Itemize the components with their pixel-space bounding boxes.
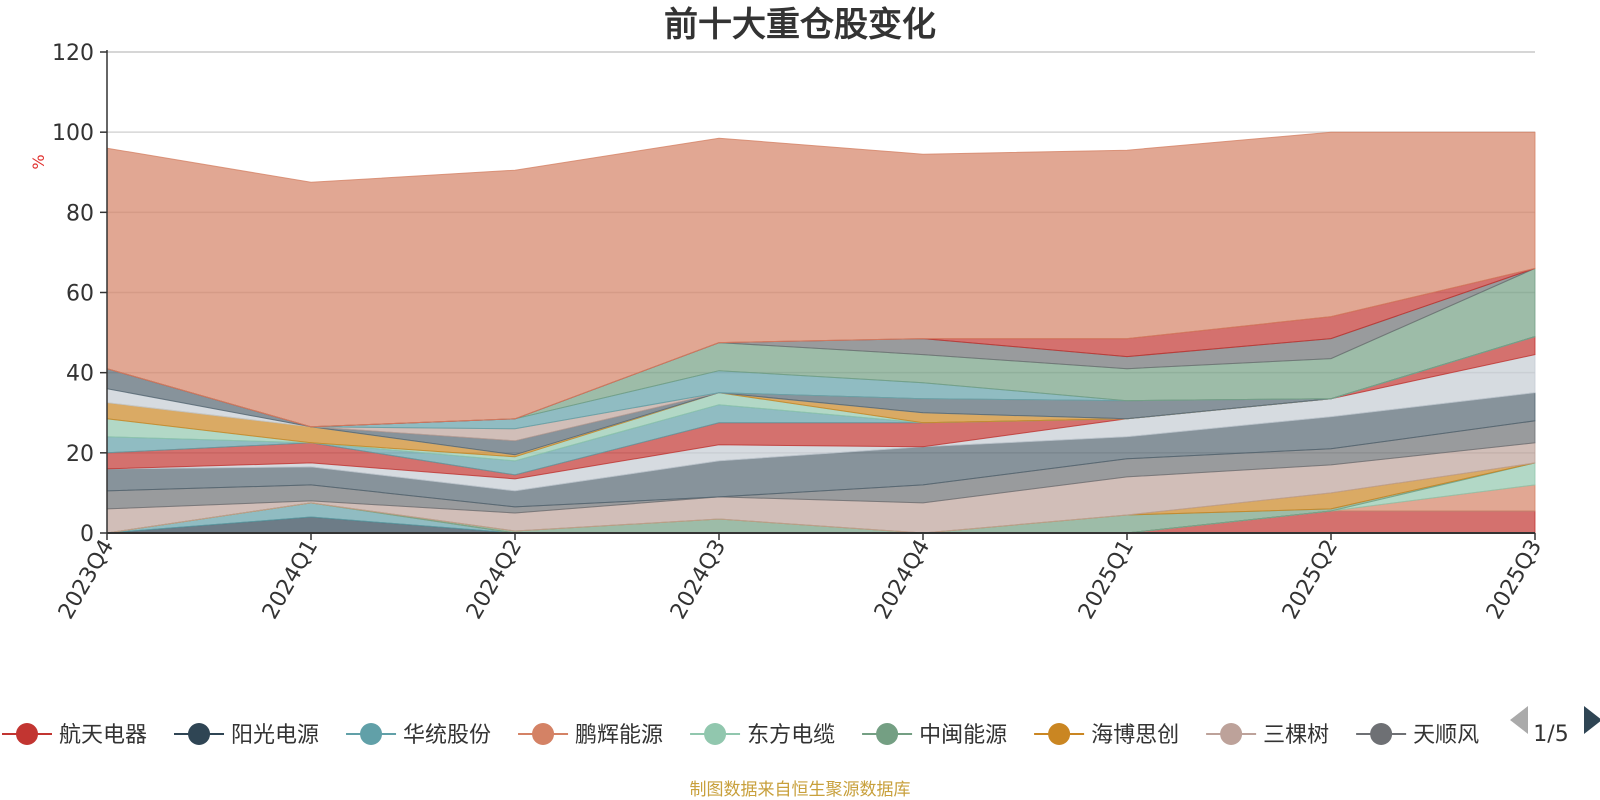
y-tick-label: 60 (66, 282, 94, 307)
y-axis-unit: % (29, 154, 48, 169)
legend-item[interactable]: 中闽能源 (862, 723, 1007, 748)
legend-item[interactable]: 海博思创 (1034, 723, 1179, 748)
legend-label: 阳光电源 (231, 723, 319, 748)
series-area (106, 131, 1536, 428)
legend-items: 航天电器 阳光电源 华统股份 鹏辉能源 东方电缆 中闽能源 海博思创 三棵树 天顺风能 (2, 723, 1501, 748)
legend-item[interactable]: 华统股份 (346, 723, 491, 748)
y-tick-label: 80 (66, 201, 94, 226)
legend-item[interactable]: 鹏辉能源 (518, 723, 663, 748)
legend-label: 华统股份 (403, 723, 491, 748)
x-tick-label: 2024Q1 (258, 536, 323, 624)
y-tick-label: 0 (80, 522, 94, 547)
legend-prev-page-icon[interactable] (1510, 706, 1528, 734)
y-tick-label: 120 (52, 41, 94, 66)
legend-label: 航天电器 (59, 723, 147, 748)
x-tick-label: 2025Q3 (1482, 536, 1547, 624)
legend-marker-icon (360, 723, 383, 745)
legend-item[interactable]: 东方电缆 (690, 723, 835, 748)
legend-marker-icon (1048, 723, 1071, 745)
legend-marker-icon (16, 723, 38, 745)
legend-label: 鹏辉能源 (575, 723, 663, 748)
x-tick-label: 2024Q4 (870, 536, 935, 624)
y-tick-label: 100 (52, 121, 94, 146)
legend-label: 天顺风能 (1413, 723, 1501, 748)
x-tick-label: 2023Q4 (54, 536, 119, 624)
stacked-areas (106, 131, 1536, 534)
x-tick-label: 2024Q2 (462, 536, 527, 624)
legend-next-page-icon[interactable] (1584, 706, 1600, 734)
legend-marker-icon (1370, 723, 1393, 745)
legend-page-indicator: 1/5 (1533, 722, 1568, 747)
legend-marker-icon (532, 723, 555, 745)
legend-label: 东方电缆 (747, 723, 835, 748)
y-tick-label: 20 (66, 442, 94, 467)
legend-marker-icon (704, 723, 727, 745)
legend-label: 海博思创 (1091, 723, 1179, 748)
x-tick-label: 2024Q3 (666, 536, 731, 624)
y-tick-label: 40 (66, 362, 94, 387)
legend-label: 中闽能源 (919, 723, 1007, 748)
chart-title: 前十大重仓股变化 (664, 5, 936, 45)
legend-marker-icon (876, 723, 899, 745)
legend-item[interactable]: 阳光电源 (174, 723, 319, 748)
legend-label: 三棵树 (1263, 723, 1329, 748)
legend-item[interactable]: 天顺风能 (1356, 723, 1501, 748)
x-tick-label: 2025Q2 (1278, 536, 1343, 624)
legend-pager: 1/5 (1510, 706, 1600, 747)
x-tick-label: 2025Q1 (1074, 536, 1139, 624)
source-note: 制图数据来自恒生聚源数据库 (690, 780, 911, 800)
legend: 航天电器 阳光电源 华统股份 鹏辉能源 东方电缆 中闽能源 海博思创 三棵树 天顺风能 (2, 723, 1501, 748)
legend-marker-icon (1220, 723, 1243, 745)
legend-item[interactable]: 三棵树 (1206, 723, 1329, 748)
legend-marker-icon (188, 723, 211, 745)
legend-item[interactable]: 航天电器 (2, 723, 147, 748)
